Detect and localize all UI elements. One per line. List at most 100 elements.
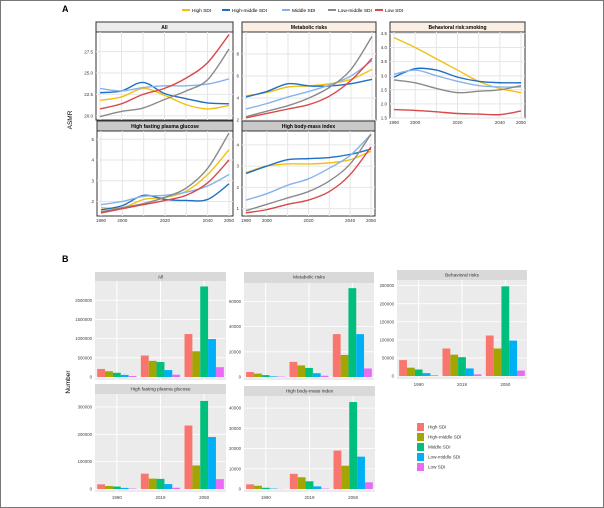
bar-1990-high-middle-sdi	[406, 367, 415, 376]
bar-2019-high-middle-sdi	[450, 354, 459, 376]
series-line-middle-sdi	[245, 133, 372, 201]
bar-1990-low-middle-sdi	[422, 373, 431, 376]
legend-label: Middle SDI	[292, 8, 315, 14]
bar-facet-high-body-mass-index: High body-mass index 0 10000 20000 30000 4000…	[229, 386, 375, 500]
bar-1990-high-middle-sdi	[105, 485, 113, 489]
legend-label: High-middle SDI	[232, 8, 267, 14]
bar-1990-high-middle-sdi	[105, 371, 113, 377]
facet-all: All 20.0 22.5 25.0 27.5	[84, 21, 234, 121]
bar-facet-behavioral-risks: Behavioral risks 0 50000 100000 150000 200000…	[380, 270, 527, 387]
bar-2050-low-sdi	[364, 368, 372, 377]
bar-legend-item-low-middle-sdi: Low-middle SDI	[417, 453, 460, 461]
bar-1990-high-sdi	[399, 360, 407, 376]
bar-1990-high-middle-sdi	[254, 485, 262, 489]
facet-title: High fasting plasma glucose	[131, 387, 191, 393]
x-tick-label: 2000	[117, 218, 128, 223]
x-tick-label: 2050	[199, 495, 210, 500]
y-tick-label: 0	[392, 374, 395, 379]
series-line-middle-sdi	[245, 60, 373, 110]
bar-2050-middle-sdi	[200, 400, 209, 489]
series-line-high-middle-sdi	[245, 148, 372, 175]
bar-2019-low-middle-sdi	[164, 370, 173, 377]
bar-legend-item-low-sdi: Low SDI	[417, 463, 445, 471]
series-line-middle-sdi	[100, 173, 230, 206]
bar-2019-high-sdi	[289, 473, 298, 489]
x-tick-label: 2040	[203, 218, 214, 223]
bar-facet-all: All 0 500000 1000000 1500000 2000000	[75, 272, 226, 380]
y-tick-label: 1.5	[381, 116, 388, 121]
bar-2050-high-middle-sdi	[493, 348, 502, 376]
y-tick-label: 500000	[78, 355, 93, 360]
series-line-low-sdi	[245, 146, 372, 214]
series-line-low-middle-sdi	[100, 132, 230, 213]
facet-metabolic-risks: Metabolic risks 2 4 6 8	[236, 21, 377, 123]
bar-2050-low-sdi	[215, 479, 224, 489]
bar-2019-low-sdi	[473, 374, 482, 376]
bar-2019-middle-sdi	[156, 362, 165, 377]
bar-legend-item-high-sdi: High SDI	[417, 423, 446, 431]
bar-1990-middle-sdi	[261, 375, 270, 377]
series-line-low-sdi	[99, 34, 230, 110]
bar-2019-high-sdi	[140, 355, 149, 377]
bar-1990-middle-sdi	[112, 486, 121, 489]
y-tick-label: 10000	[229, 466, 242, 471]
y-tick-label: 2	[236, 118, 239, 123]
bar-legend-item-high-middle-sdi: High-middle SDI	[417, 433, 461, 441]
facet-title: All	[158, 275, 163, 281]
x-tick-label: 2020	[452, 120, 463, 125]
y-tick-label: 1	[236, 206, 239, 211]
bar-2019-high-sdi	[442, 348, 451, 376]
asmr-axis-label: ASMR	[67, 110, 74, 129]
legend-label: High SDI	[192, 8, 211, 14]
x-tick-label: 1990	[112, 495, 123, 500]
y-tick-label: 1000000	[75, 336, 92, 341]
y-tick-label: 2000000	[75, 298, 92, 303]
y-tick-label: 1500000	[75, 317, 92, 322]
y-tick-label: 30000	[229, 426, 242, 431]
legend-swatch	[417, 463, 424, 471]
y-tick-label: 3.0	[381, 73, 388, 78]
bar-1990-high-sdi	[246, 484, 255, 489]
y-tick-label: 20.0	[84, 113, 93, 118]
y-tick-label: 300000	[78, 405, 93, 410]
y-tick-label: 200000	[78, 432, 93, 437]
x-tick-label: 2000	[410, 120, 421, 125]
x-tick-label: 2050	[366, 218, 377, 223]
bar-1990-low-sdi	[128, 376, 137, 377]
bar-1990-low-sdi	[430, 375, 439, 376]
bar-2050-middle-sdi	[200, 286, 209, 377]
y-tick-label: 8	[236, 52, 239, 57]
x-tick-label: 1990	[96, 218, 107, 223]
bar-2050-low-middle-sdi	[208, 437, 216, 489]
bar-1990-middle-sdi	[261, 487, 270, 489]
legend-item-low-middle-sdi: Low-middle SDI	[328, 8, 372, 14]
y-tick-label: 100000	[78, 459, 93, 464]
y-tick-label: 27.5	[84, 49, 93, 54]
facet-strip	[95, 272, 226, 281]
y-tick-label: 3.5	[381, 59, 388, 64]
bar-2050-high-middle-sdi	[341, 465, 350, 489]
bar-2019-middle-sdi	[305, 367, 313, 377]
bar-2050-high-sdi	[332, 334, 341, 377]
bar-2019-middle-sdi	[305, 481, 314, 489]
bar-2050-high-sdi	[485, 335, 494, 376]
y-tick-label: 25.0	[84, 71, 93, 76]
y-tick-label: 22.5	[84, 92, 93, 97]
y-tick-label: 100000	[380, 337, 395, 342]
facet-strip	[397, 270, 527, 280]
bar-legend-item-middle-sdi: Middle SDI	[417, 443, 450, 451]
series-line-high-sdi	[393, 37, 522, 94]
facet-title: High body-mass index	[286, 389, 334, 395]
panel-a-label: A	[62, 4, 69, 14]
bar-2050-high-sdi	[333, 450, 342, 489]
facet-strip	[244, 386, 375, 396]
facet-title: Behavioral risk:smoking	[428, 25, 486, 31]
x-tick-label: 2050	[500, 382, 511, 387]
y-tick-label: 4	[236, 142, 239, 147]
facet-high-body-mass-index: High body-mass index 1 2 3 4 1990 2000 2020 2040…	[236, 120, 377, 223]
bar-2019-low-sdi	[172, 374, 181, 377]
bar-2019-middle-sdi	[156, 478, 165, 489]
legend-label: Low-middle SDI	[428, 455, 460, 460]
y-tick-label: 2	[91, 199, 94, 204]
bar-2019-high-middle-sdi	[148, 478, 157, 489]
